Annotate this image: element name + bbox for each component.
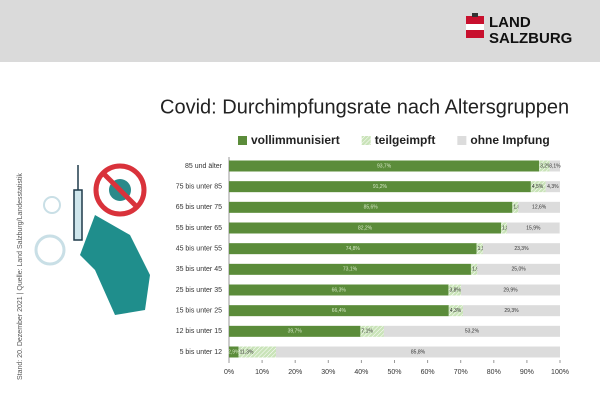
legend-label: ohne Impfung [470,133,549,147]
bar-segment [229,263,471,275]
illustration [34,163,150,315]
legend-swatch [361,136,371,145]
bar-segment [383,325,560,337]
bar-segment [476,243,483,255]
y-tick-label: 5 bis unter 12 [180,349,223,356]
no-sign-bar [101,171,139,209]
bar-segment [470,263,478,275]
y-tick-label: 12 bis unter 15 [176,328,222,335]
bar-segment [360,325,384,337]
bar-segment [229,325,361,337]
data-label: 2,9% [228,349,240,355]
y-tick-label: 55 bis unter 65 [176,225,222,232]
bar-segment [229,160,540,172]
bar-segment [545,181,560,193]
x-tick-label: 30% [321,369,335,376]
bar-segment [501,222,508,234]
x-tick-label: 70% [454,369,468,376]
data-label: 29,9% [503,287,518,293]
chart-title: Covid: Durchimpfungsrate nach Altersgrup… [160,96,569,118]
data-label: 66,3% [332,287,347,293]
bar-segment [448,305,464,317]
x-tick-label: 10% [255,369,269,376]
data-label: 3,1% [549,163,561,169]
data-label: 25,0% [512,267,527,273]
data-label: 23,3% [514,246,529,252]
bar-segment [229,181,531,193]
bar-segment [229,284,449,296]
data-label: 4,5% [532,184,544,190]
bar-segment [448,284,462,296]
data-label: 74,8% [346,246,361,252]
virus-decor [43,196,61,214]
bar-segment [276,346,560,358]
bar-segment [229,305,449,317]
logo-text: SALZBURG [489,30,572,47]
syringe [73,189,83,241]
x-tick-label: 60% [421,369,435,376]
y-tick-label: 15 bis unter 25 [176,308,222,315]
bar-segment [229,346,239,358]
bar-segment [229,201,513,213]
y-tick-label: 85 und älter [185,163,223,170]
data-label: 12,6% [532,205,547,211]
data-label: 15,9% [526,225,541,231]
side-note: Stand: 20. Dezember 2021 | Quelle: Land … [17,173,24,380]
bar-segment [518,201,560,213]
x-tick-label: 40% [354,369,368,376]
data-label: 29,3% [504,308,519,314]
data-label: 39,7% [288,329,303,335]
bar-segment [539,160,550,172]
data-label: 11,3% [240,349,254,355]
x-tick-label: 80% [487,369,501,376]
x-tick-label: 100% [551,369,569,376]
data-label: 91,2% [373,184,388,190]
legend-swatch [457,136,467,145]
x-tick-label: 0% [224,369,234,376]
legend-label: vollimmunisiert [251,133,340,147]
data-label: 82,2% [358,225,373,231]
bar-segment [463,305,560,317]
y-tick-label: 45 bis unter 55 [176,246,222,253]
y-tick-label: 35 bis unter 45 [176,266,222,273]
bar-segment [482,243,560,255]
x-tick-label: 90% [520,369,534,376]
logo-crown [472,13,478,17]
y-tick-label: 75 bis unter 85 [176,184,222,191]
y-tick-label: 25 bis unter 35 [176,287,222,294]
data-label: 93,7% [377,163,392,169]
hand [80,215,150,315]
bar-segment [512,201,519,213]
logo-stripe [466,24,484,30]
y-tick-label: 65 bis unter 75 [176,204,222,211]
data-label: 3,2% [540,163,552,169]
data-label: 66,4% [332,308,347,314]
bar-segment [477,263,560,275]
bar-segment [238,346,277,358]
header-band [0,0,600,62]
data-label: 3,8% [449,287,461,293]
data-label: 85,8% [411,349,426,355]
virus-decor [34,234,66,266]
bar-segment [530,181,546,193]
bar-segment [229,243,477,255]
logo: LAND SALZBURG [466,13,572,47]
data-label: 4,3% [547,184,559,190]
x-tick-label: 50% [387,369,401,376]
bar-segment [229,222,502,234]
logo-text: LAND [489,14,531,31]
legend-label: teilgeimpft [375,133,436,147]
data-label: 85,6% [364,205,379,211]
data-label: 73,1% [343,267,358,273]
data-label: 7,1% [361,329,373,335]
x-tick-label: 20% [288,369,302,376]
data-label: 53,2% [465,329,480,335]
bar-segment [549,160,560,172]
legend-swatch [238,136,247,145]
data-label: 4,3% [450,308,462,314]
bar-segment [461,284,560,296]
bar-segment [507,222,560,234]
